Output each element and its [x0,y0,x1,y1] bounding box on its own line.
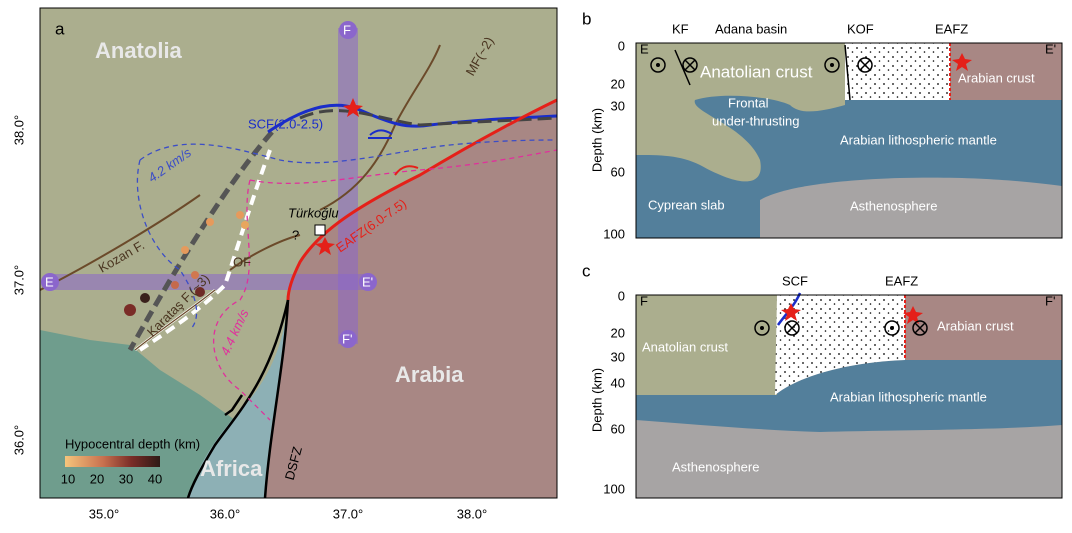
y-tick-label: 38.0° [11,115,26,146]
layer-label: Arabian crust [937,318,1014,333]
region-label: Africa [200,456,263,481]
colorbar-title: Hypocentral depth (km) [65,436,200,451]
depth-tick: 0 [618,288,625,303]
town-label: Türkoğlu [288,205,339,220]
fault-label: SCF(2.0-2.5) [248,116,323,131]
colorbar-tick: 30 [119,471,133,486]
profile-end: E' [362,274,373,289]
colorbar-tick: 20 [90,471,104,486]
colorbar-tick: 10 [61,471,75,486]
axis-label: Depth (km) [589,108,604,172]
layer-label: Anatolian crust [700,62,813,81]
x-tick-label: 35.0° [89,506,120,521]
layer-label: Arabian crust [958,70,1035,85]
layer-label: Cyprean slab [648,197,725,212]
axis-label: Depth (km) [589,368,604,432]
top-label: EAFZ [935,21,968,36]
x-tick-label: 38.0° [457,506,488,521]
y-tick-label: 37.0° [11,265,26,296]
layer-label: Arabian lithospheric mantle [830,389,987,404]
top-label: Adana basin [715,21,787,36]
region-label: Anatolia [95,38,183,63]
layer-label: Frontal [728,95,769,110]
panel-label: b [582,9,591,28]
depth-tick: 20 [611,76,625,91]
profile-end: F' [342,331,352,346]
depth-tick: 20 [611,325,625,340]
y-tick-label: 36.0° [11,425,26,456]
x-tick-label: 36.0° [210,506,241,521]
figure: a Anatolia Arabia Africa SCF(2.0-2.5) EA… [0,0,1072,528]
depth-tick: 60 [611,164,625,179]
layer-label: under-thrusting [712,113,799,128]
profile-end: F' [1045,293,1055,308]
panel-label: c [582,261,591,280]
depth-tick: 0 [618,38,625,53]
panel-label: a [55,19,65,38]
colorbar-tick: 40 [148,471,162,486]
profile-end: E [640,41,649,56]
layer-label: Asthenosphere [672,459,759,474]
depth-tick: 60 [611,421,625,436]
depth-tick: 100 [603,226,625,241]
depth-tick: 30 [611,349,625,364]
profile-end: F [343,22,351,37]
top-label: KF [672,21,689,36]
question-mark: ? [292,227,299,242]
profile-end: E' [1045,41,1056,56]
profile-end: E [45,274,54,289]
x-tick-label: 37.0° [333,506,364,521]
depth-tick: 40 [611,375,625,390]
region-label: Arabia [395,362,464,387]
layer-label: Arabian lithospheric mantle [840,132,997,147]
top-label: EAFZ [885,273,918,288]
layer-label: Anatolian crust [642,339,728,354]
layer-label: Asthenosphere [850,198,937,213]
depth-tick: 30 [611,98,625,113]
top-label: KOF [847,21,874,36]
fault-label: OF [233,254,251,269]
top-label: SCF [782,273,808,288]
depth-tick: 100 [603,481,625,496]
profile-end: F [640,293,648,308]
